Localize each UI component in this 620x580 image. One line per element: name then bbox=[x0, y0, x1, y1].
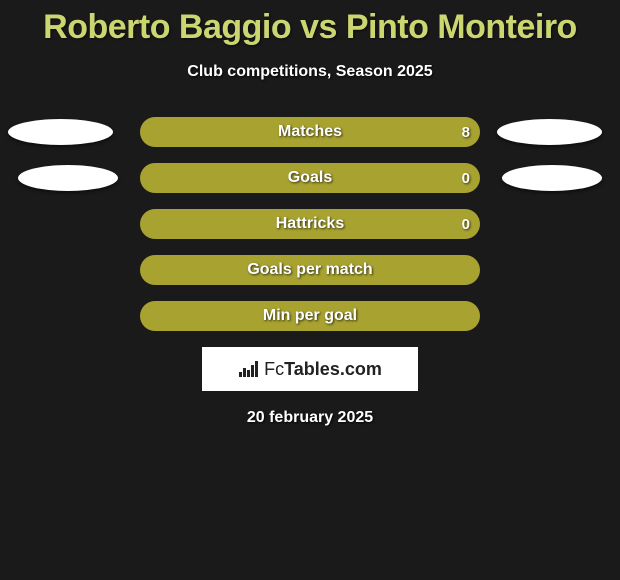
stat-row-matches: Matches 8 bbox=[0, 117, 620, 147]
stat-row-goals: Goals 0 bbox=[0, 163, 620, 193]
player-left-marker bbox=[18, 165, 118, 191]
comparison-infographic: Roberto Baggio vs Pinto Monteiro Club co… bbox=[0, 0, 620, 580]
stat-value: 0 bbox=[462, 170, 470, 187]
logo-text: FcTables.com bbox=[238, 359, 382, 380]
stat-label: Hattricks bbox=[276, 215, 344, 233]
stat-row-min-per-goal: Min per goal bbox=[0, 301, 620, 331]
stat-bar: Hattricks 0 bbox=[140, 209, 480, 239]
stat-bar: Min per goal bbox=[140, 301, 480, 331]
stat-value: 0 bbox=[462, 216, 470, 233]
stat-label: Matches bbox=[278, 123, 342, 141]
date-text: 20 february 2025 bbox=[0, 409, 620, 427]
page-title: Roberto Baggio vs Pinto Monteiro bbox=[0, 0, 620, 47]
stat-label: Goals bbox=[288, 169, 332, 187]
stat-label: Min per goal bbox=[263, 307, 357, 325]
logo-main: Tables.com bbox=[284, 359, 382, 379]
stat-bar: Goals per match bbox=[140, 255, 480, 285]
stat-rows: Matches 8 Goals 0 Hattricks 0 Goals per … bbox=[0, 117, 620, 331]
stat-row-goals-per-match: Goals per match bbox=[0, 255, 620, 285]
player-right-marker bbox=[497, 119, 602, 145]
fctables-logo: FcTables.com bbox=[202, 347, 418, 391]
bars-icon bbox=[238, 360, 260, 378]
stat-bar: Matches 8 bbox=[140, 117, 480, 147]
player-right-marker bbox=[502, 165, 602, 191]
player-left-marker bbox=[8, 119, 113, 145]
stat-bar: Goals 0 bbox=[140, 163, 480, 193]
stat-label: Goals per match bbox=[247, 261, 372, 279]
stat-value: 8 bbox=[462, 124, 470, 141]
stat-row-hattricks: Hattricks 0 bbox=[0, 209, 620, 239]
logo-prefix: Fc bbox=[264, 359, 284, 379]
subtitle: Club competitions, Season 2025 bbox=[0, 63, 620, 81]
